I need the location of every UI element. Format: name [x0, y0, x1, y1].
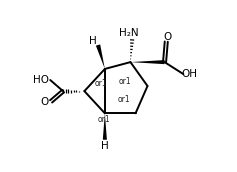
- Text: O: O: [163, 31, 171, 41]
- Polygon shape: [96, 44, 105, 69]
- Text: or1: or1: [118, 77, 131, 86]
- Polygon shape: [130, 60, 164, 64]
- Text: H: H: [89, 36, 97, 46]
- Polygon shape: [103, 113, 107, 140]
- Text: or1: or1: [117, 95, 130, 104]
- Text: or1: or1: [98, 115, 110, 124]
- Text: HO: HO: [33, 75, 49, 85]
- Text: H₂N: H₂N: [119, 28, 139, 39]
- Text: H: H: [101, 141, 109, 151]
- Text: OH: OH: [182, 69, 198, 79]
- Text: O: O: [41, 97, 49, 107]
- Text: or1: or1: [94, 79, 107, 88]
